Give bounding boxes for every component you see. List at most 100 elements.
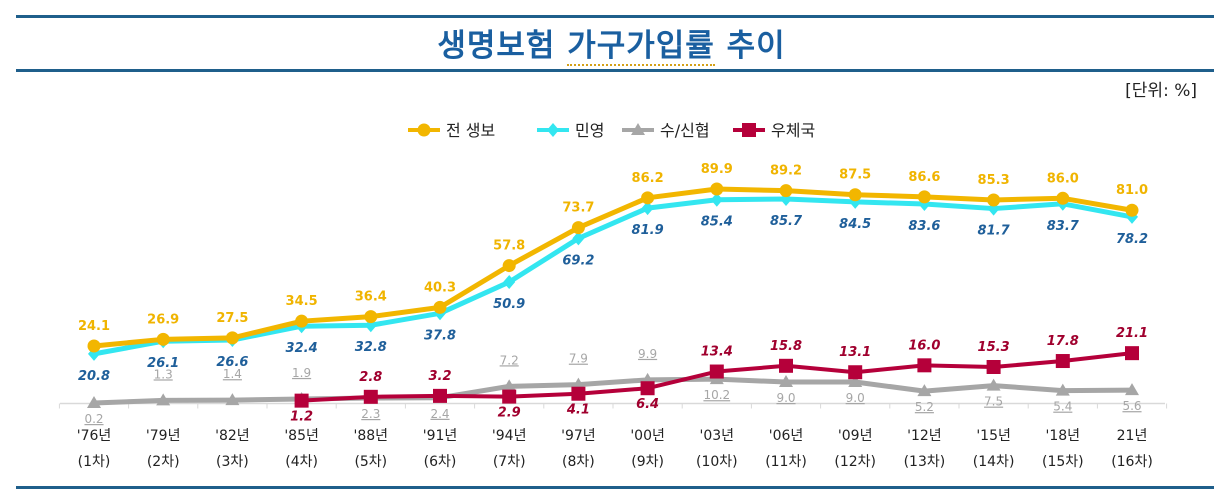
- data-point-triangle: [225, 393, 240, 406]
- x-tick-sublabel: (11차): [765, 454, 807, 470]
- data-label: 15.8: [770, 339, 802, 354]
- data-point-circle: [295, 314, 309, 328]
- data-point-triangle: [502, 379, 517, 392]
- data-label: 1.4: [223, 367, 242, 381]
- x-tick-sublabel: (6차): [424, 454, 457, 470]
- data-point-square: [433, 388, 447, 403]
- data-label: 89.9: [701, 162, 733, 177]
- data-point-circle: [848, 188, 862, 202]
- data-point-circle: [433, 300, 447, 314]
- data-label: 5.6: [1122, 399, 1141, 413]
- legend-marker-circle: [417, 123, 431, 137]
- x-tick-sublabel: (15차): [1042, 454, 1084, 470]
- data-point-diamond: [503, 275, 516, 290]
- data-point-square: [1055, 354, 1070, 369]
- data-label: 26.9: [147, 312, 179, 327]
- data-label: 1.9: [292, 366, 311, 380]
- data-label: 9.0: [846, 391, 865, 405]
- data-label: 50.9: [493, 297, 525, 312]
- data-label: 17.8: [1047, 334, 1079, 349]
- data-label: 87.5: [839, 168, 871, 183]
- data-point-square: [917, 358, 932, 373]
- data-point-square: [1125, 346, 1139, 361]
- data-label: 7.9: [569, 352, 588, 366]
- data-label: 86.0: [1047, 171, 1079, 186]
- x-tick-label: 21년: [1117, 428, 1148, 444]
- data-point-square: [571, 386, 586, 401]
- data-label: 13.4: [701, 345, 733, 360]
- data-label: 81.0: [1116, 183, 1148, 198]
- data-label: 15.3: [978, 340, 1010, 355]
- data-label: 5.2: [915, 400, 934, 414]
- data-point-square: [779, 358, 793, 373]
- data-label: 10.2: [703, 388, 730, 402]
- data-point-square: [640, 381, 655, 396]
- data-point-circle: [641, 191, 655, 205]
- data-point-triangle: [848, 375, 863, 388]
- legend-label: 수/신협: [660, 121, 710, 140]
- title-rule: [16, 69, 1214, 72]
- legend-label: 전 생보: [446, 121, 495, 140]
- data-label: 7.2: [500, 353, 519, 367]
- x-tick-label: '18년: [1046, 428, 1081, 444]
- x-tick-sublabel: (4차): [285, 454, 318, 470]
- data-label: 2.4: [430, 407, 449, 421]
- data-label: 0.2: [84, 412, 103, 426]
- x-tick-label: '88년: [354, 428, 389, 444]
- data-label: 2.9: [498, 406, 521, 421]
- x-tick-label: '91년: [423, 428, 458, 444]
- data-label: 85.4: [701, 215, 733, 230]
- data-point-circle: [987, 193, 1001, 207]
- data-label: 1.3: [154, 367, 173, 381]
- x-tick-sublabel: (5차): [354, 454, 387, 470]
- data-label: 78.2: [1116, 232, 1148, 247]
- data-label: 20.8: [78, 369, 110, 384]
- data-label: 2.3: [361, 407, 380, 421]
- x-tick-sublabel: (12차): [834, 454, 876, 470]
- data-point-square: [294, 393, 309, 408]
- data-point-circle: [779, 184, 793, 198]
- data-point-triangle: [917, 384, 932, 397]
- data-label: 24.1: [78, 319, 110, 334]
- x-tick-sublabel: (13차): [904, 454, 946, 470]
- data-label: 86.6: [908, 170, 940, 185]
- x-tick-sublabel: (14차): [973, 454, 1015, 470]
- data-label: 4.1: [566, 403, 590, 418]
- data-point-square: [363, 389, 378, 404]
- data-point-diamond: [572, 231, 585, 246]
- data-point-circle: [87, 339, 101, 353]
- data-point-square: [986, 359, 1001, 374]
- legend-marker-square: [742, 123, 756, 137]
- data-label: 5.4: [1053, 400, 1072, 414]
- data-label: 85.3: [978, 173, 1010, 188]
- data-label: 69.2: [562, 253, 594, 268]
- data-point-triangle: [1055, 383, 1070, 396]
- data-label: 81.9: [632, 223, 664, 238]
- legend-marker-triangle: [631, 123, 645, 135]
- x-tick-label: '97년: [561, 428, 596, 444]
- legend-label: 민영: [575, 121, 604, 140]
- data-point-triangle: [156, 393, 171, 406]
- data-label: 86.2: [632, 171, 664, 186]
- x-tick-label: '79년: [146, 428, 181, 444]
- data-point-diamond: [710, 192, 723, 207]
- x-tick-label: '03년: [700, 428, 735, 444]
- x-tick-sublabel: (2차): [147, 454, 180, 470]
- series-line-2: [93, 376, 1133, 406]
- data-label: 27.5: [216, 311, 248, 326]
- data-point-circle: [917, 190, 931, 204]
- data-point-diamond: [641, 201, 654, 216]
- data-point-triangle: [779, 375, 793, 388]
- data-point-circle: [1056, 191, 1070, 205]
- data-point-circle: [571, 221, 585, 235]
- x-tick-sublabel: (7차): [493, 454, 526, 470]
- data-point-triangle: [571, 377, 586, 390]
- title-word: 가구가입률: [567, 28, 715, 66]
- data-label: 73.7: [562, 201, 594, 216]
- data-label: 7.5: [984, 395, 1003, 409]
- data-label: 2.8: [359, 370, 382, 385]
- x-tick-label: '76년: [77, 428, 112, 444]
- data-label: 21.1: [1116, 326, 1148, 341]
- data-point-circle: [156, 332, 170, 346]
